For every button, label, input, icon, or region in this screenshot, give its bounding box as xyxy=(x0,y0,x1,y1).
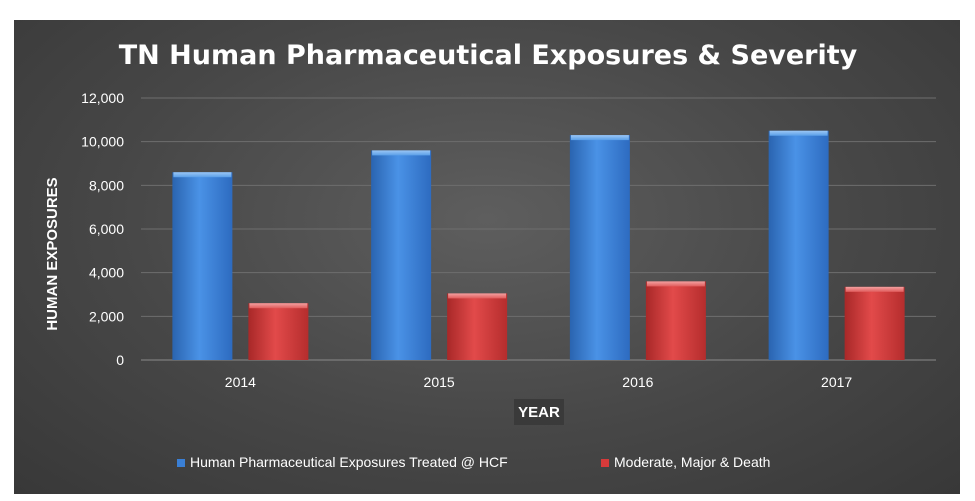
bar-cap xyxy=(570,135,629,141)
legend-label-treated: Human Pharmaceutical Exposures Treated @… xyxy=(190,454,508,470)
legend-swatch-treated xyxy=(177,459,185,467)
chart-title: TN Human Pharmaceutical Exposures & Seve… xyxy=(119,40,858,71)
y-tick-label: 12,000 xyxy=(81,90,124,106)
y-tick-label: 6,000 xyxy=(89,221,124,237)
bar-body xyxy=(172,172,233,360)
y-tick-label: 10,000 xyxy=(81,134,124,150)
bar-body xyxy=(569,135,630,360)
bar-cap xyxy=(448,293,507,299)
x-axis-title-box xyxy=(514,399,564,425)
y-axis-ticks: 0 2,000 4,000 6,000 8,000 10,000 12,000 xyxy=(81,90,124,368)
bar-cap xyxy=(249,303,308,309)
y-tick-label: 2,000 xyxy=(89,308,124,324)
x-tick-label: 2015 xyxy=(424,374,455,390)
bar-cap xyxy=(372,150,431,156)
y-tick-label: 4,000 xyxy=(89,265,124,281)
bar-severity-2017 xyxy=(844,286,905,360)
legend: Human Pharmaceutical Exposures Treated @… xyxy=(177,454,770,470)
bar-severity-2015 xyxy=(447,293,508,360)
bar-severity-2014 xyxy=(248,303,309,360)
bar-body xyxy=(248,303,309,360)
x-tick-label: 2014 xyxy=(225,374,256,390)
bar-body xyxy=(844,286,905,360)
x-axis-ticks: 2014 2015 2016 2017 xyxy=(225,374,853,390)
x-axis-title: YEAR xyxy=(518,404,560,421)
bar-body xyxy=(768,130,829,360)
bar-treated-2014 xyxy=(172,172,233,360)
bar-treated-2016 xyxy=(569,135,630,360)
y-tick-label: 8,000 xyxy=(89,177,124,193)
x-tick-label: 2016 xyxy=(622,374,653,390)
bar-body xyxy=(645,281,706,360)
bars xyxy=(172,130,905,360)
bar-body xyxy=(371,150,432,360)
bar-body xyxy=(447,293,508,360)
chart-area: TN Human Pharmaceutical Exposures & Seve… xyxy=(14,20,960,494)
bar-cap xyxy=(173,172,232,178)
y-tick-label: 0 xyxy=(116,352,124,368)
bar-cap xyxy=(646,281,705,287)
bar-chart: TN Human Pharmaceutical Exposures & Seve… xyxy=(44,40,936,470)
bar-cap xyxy=(769,130,828,136)
bar-treated-2015 xyxy=(371,150,432,360)
x-tick-label: 2017 xyxy=(821,374,852,390)
legend-label-severity: Moderate, Major & Death xyxy=(614,454,770,470)
y-axis-title: HUMAN EXPOSURES xyxy=(44,177,61,330)
bar-severity-2016 xyxy=(645,281,706,360)
bar-treated-2017 xyxy=(768,130,829,360)
legend-swatch-severity xyxy=(601,459,609,467)
bar-cap xyxy=(845,286,904,292)
